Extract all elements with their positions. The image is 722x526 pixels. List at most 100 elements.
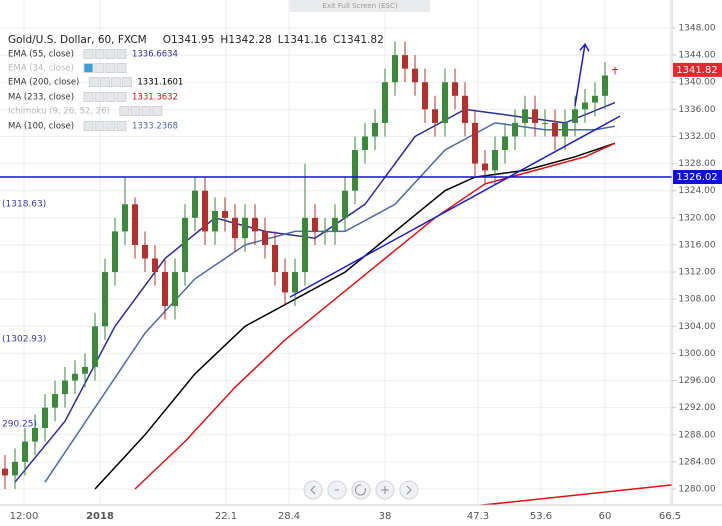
trendline: [479, 484, 672, 505]
candle-body: [372, 122, 378, 137]
candle-body: [462, 95, 468, 123]
candle-body: [42, 407, 48, 428]
y-tick-label: 1348.00: [678, 23, 715, 33]
candle-body: [232, 217, 238, 239]
legend-icon: [83, 63, 94, 73]
indicator-value: 1331.1601: [137, 78, 183, 88]
ohlc-label: O: [163, 34, 171, 46]
legend-icon: [105, 63, 116, 73]
legend-icon: [141, 106, 152, 116]
y-tick-label: 1324.00: [678, 186, 715, 196]
legend-icon: [83, 49, 94, 59]
candle-body: [52, 394, 58, 408]
candle-body: [342, 190, 348, 218]
candle-body: [602, 75, 608, 96]
axes: 1280.00 1284.00 1288.00 1292.00 1296.00 1300.…: [10, 23, 722, 522]
candle-body: [122, 204, 128, 232]
legend-icon: [88, 77, 99, 87]
candle-body: [502, 136, 508, 151]
plot-area: (1318.63) (1302.93) 290.25): [0, 41, 672, 505]
legend-icon: [110, 77, 121, 87]
y-tick-label: 1304.00: [678, 322, 715, 332]
legend-icon: [105, 121, 116, 131]
candle-body: [82, 366, 88, 374]
candle-body: [312, 217, 318, 232]
candle-body: [522, 109, 528, 123]
ohlc-value: 1341.95: [171, 34, 214, 46]
legend-icon: [116, 92, 127, 102]
y-tick-label: 1340.00: [678, 78, 715, 88]
legend-icon: [116, 121, 127, 131]
candle-body: [102, 272, 108, 327]
candle-body: [262, 231, 268, 245]
y-tick-label: 1284.00: [678, 457, 715, 467]
chart-title: Gold/U.S. Dollar, 60, FXCM: [8, 34, 147, 46]
nav-button[interactable]: [399, 480, 419, 500]
candle-body: [182, 217, 188, 273]
legend-icon: [130, 106, 141, 116]
indicator-name: MA (233, close): [8, 93, 74, 103]
candle-body: [442, 82, 448, 123]
legend-icon: [116, 63, 127, 73]
candle-body: [582, 102, 588, 110]
candle-body: [142, 244, 148, 259]
x-tick-label: 47.3: [467, 511, 489, 522]
candle-body: [452, 82, 458, 96]
ohlc-value: 1341.16: [284, 34, 328, 46]
exit-fullscreen[interactable]: Exit Full Screen (ESC): [322, 2, 397, 10]
arrow-head: [579, 42, 590, 52]
indicator-line: [134, 142, 616, 490]
indicator-name: Ichimoku (9, 26, 52, 26): [8, 107, 110, 117]
candle-body: [362, 136, 368, 151]
candle-body: [202, 190, 208, 232]
candle-body: [242, 217, 248, 239]
candle-body: [512, 122, 518, 137]
ohlc-value: 1341.82: [340, 34, 383, 46]
candle-body: [482, 163, 488, 171]
candle-body: [412, 68, 418, 83]
nav-button[interactable]: [351, 480, 371, 500]
legend-icon: [94, 63, 105, 73]
ohlc-value: 1342.28: [228, 34, 271, 46]
candle-body: [2, 468, 8, 476]
x-tick-label: 2018: [86, 511, 114, 522]
candle-body: [132, 204, 138, 245]
nav-button[interactable]: [303, 480, 323, 500]
legend-icon: [121, 77, 132, 87]
indicator-name: EMA (200, close): [8, 78, 79, 88]
x-tick-label: 22.1: [215, 511, 237, 522]
legend: Gold/U.S. Dollar, 60, FXCM O1341.95 H1342.…: [8, 34, 384, 132]
price-label-box: [673, 170, 722, 185]
legend-icon: [94, 92, 105, 102]
candle-body: [532, 109, 538, 123]
legend-icon: [152, 106, 163, 116]
candle-body: [542, 122, 548, 124]
x-tick-label: 28.4: [278, 511, 300, 522]
indicator-name: EMA (34, close): [8, 64, 74, 74]
candle-body: [592, 95, 598, 103]
y-tick-label: 1312.00: [678, 268, 715, 278]
legend-icon: [83, 121, 94, 131]
candle-body: [552, 122, 558, 137]
candle-body: [422, 82, 428, 110]
candle-body: [272, 244, 278, 273]
ohlc-label: C: [333, 34, 340, 46]
top-bar[interactable]: [290, 0, 430, 12]
candle-body: [352, 150, 358, 191]
indicator-value: 1336.6634: [132, 50, 178, 60]
candle-body: [322, 231, 328, 233]
nav-icons: [310, 484, 412, 496]
x-tick-label: 66.5: [659, 511, 681, 522]
y-tick-label: 1328.00: [678, 159, 715, 169]
y-tick-label: 1344.00: [678, 51, 715, 61]
legend-icon: [94, 121, 105, 131]
candle-body: [152, 258, 158, 273]
candle-body: [382, 82, 388, 123]
ohlc-label: H: [220, 34, 228, 46]
candle-body: [112, 231, 118, 273]
legend-icon: [83, 92, 94, 102]
candle-body: [192, 190, 198, 218]
y-tick-label: 1288.00: [678, 430, 715, 440]
candle-body: [252, 217, 258, 232]
